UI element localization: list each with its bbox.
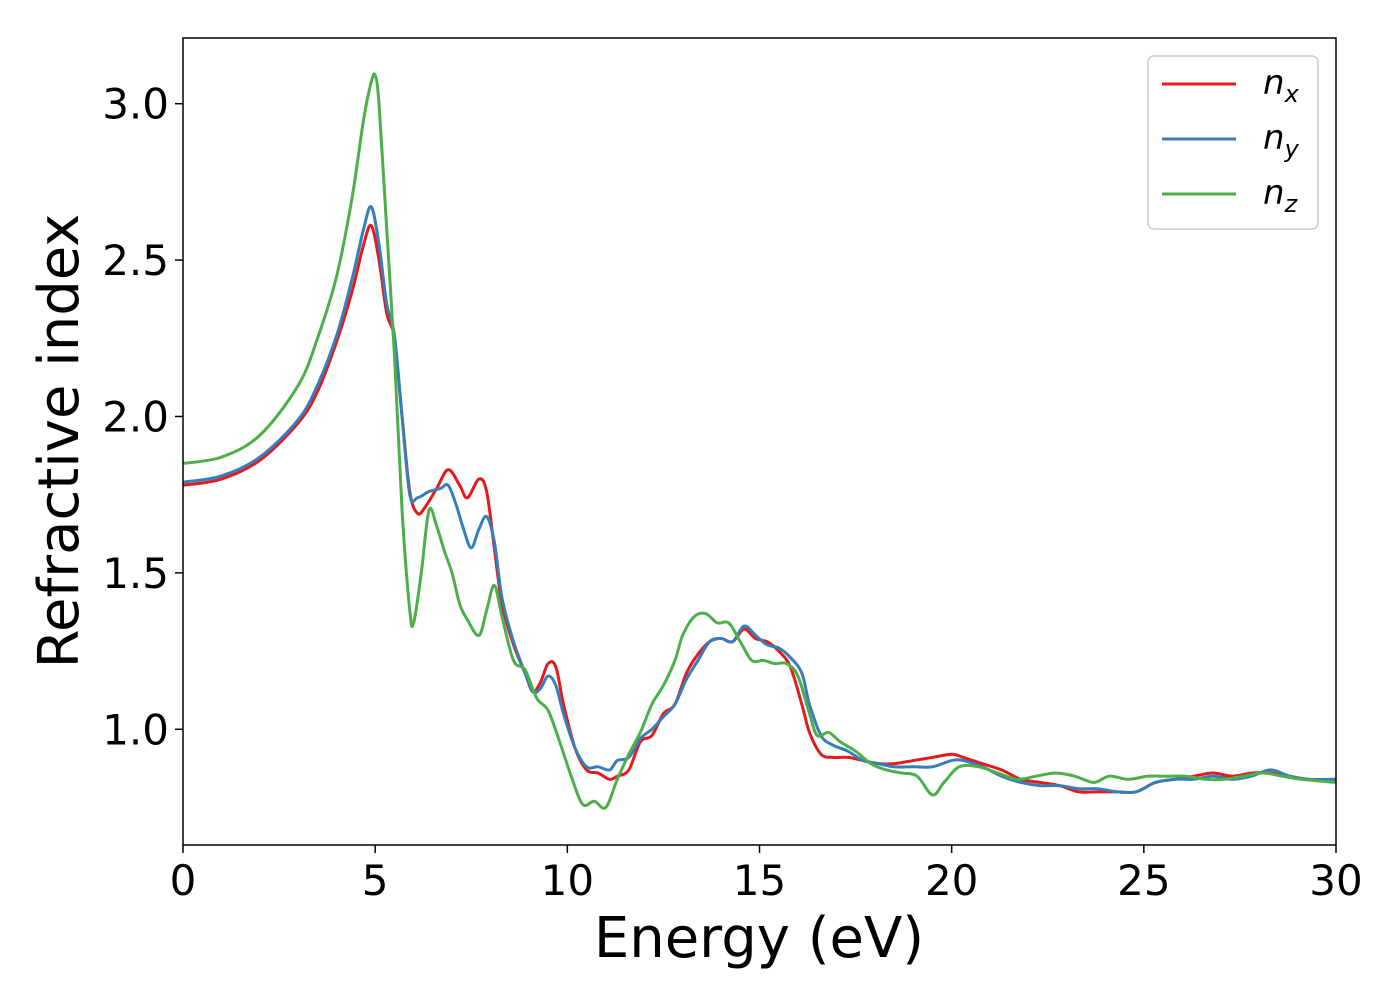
x-tick-label: 0 bbox=[170, 856, 197, 905]
x-tick-label: 15 bbox=[733, 856, 786, 905]
y-axis-title: Refractive index bbox=[27, 214, 92, 669]
legend-label-nx: nx bbox=[1263, 63, 1300, 108]
legend-label-nz: nz bbox=[1263, 173, 1299, 218]
y-tick-label: 1.0 bbox=[102, 705, 169, 754]
y-tick-label: 3.0 bbox=[102, 80, 169, 129]
series-line-ny bbox=[183, 205, 1336, 795]
y-axis: 1.0 1.5 2.0 2.5 3.0 bbox=[102, 80, 183, 754]
legend: nx ny nz bbox=[1147, 55, 1319, 230]
legend-box bbox=[1147, 55, 1319, 230]
x-tick-label: 10 bbox=[541, 856, 594, 905]
x-axis-title: Energy (eV) bbox=[594, 906, 924, 971]
x-tick-label: 20 bbox=[925, 856, 978, 905]
x-tick-label: 5 bbox=[362, 856, 389, 905]
y-tick-label: 2.0 bbox=[102, 392, 169, 441]
series-line-nx bbox=[183, 223, 1336, 795]
legend-label-ny: ny bbox=[1263, 118, 1300, 163]
x-tick-label: 25 bbox=[1117, 856, 1170, 905]
y-tick-label: 2.5 bbox=[102, 236, 169, 285]
x-axis: 0 5 10 15 20 25 30 bbox=[170, 845, 1363, 905]
series-line-nz bbox=[183, 72, 1336, 810]
series-group bbox=[183, 72, 1336, 810]
y-tick-label: 1.5 bbox=[102, 549, 169, 598]
x-tick-label: 30 bbox=[1309, 856, 1362, 905]
